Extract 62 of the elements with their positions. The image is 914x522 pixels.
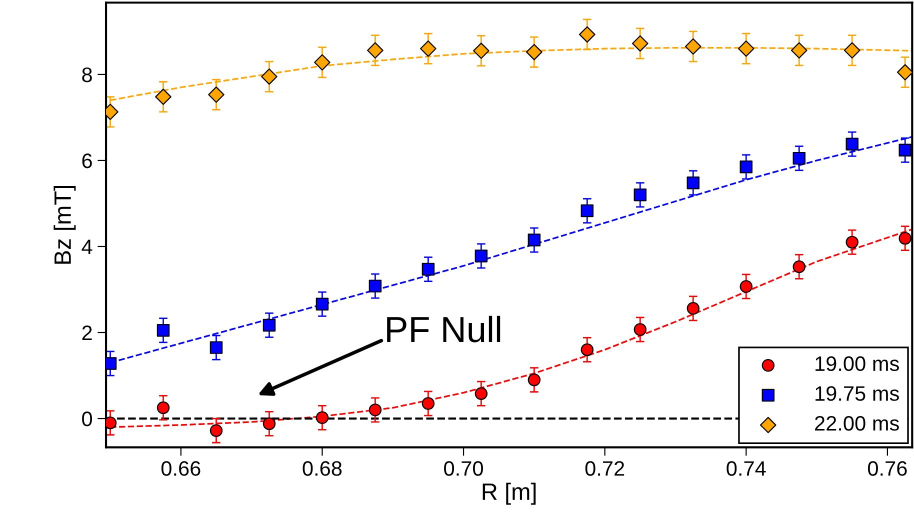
point (422, 397, 435, 410)
point (898, 232, 912, 245)
point (632, 35, 648, 52)
point (156, 401, 170, 414)
y-axis-title: Bz [mT] (54, 186, 76, 264)
point (740, 160, 753, 174)
point (155, 88, 172, 105)
x-tick-label: 0.70 (444, 461, 483, 476)
point (792, 152, 806, 165)
point (528, 234, 541, 246)
point (474, 387, 488, 400)
point (262, 417, 276, 430)
x-tick-label: 0.76 (868, 461, 907, 476)
legend-label: 19.75 ms (816, 386, 899, 401)
point (316, 411, 329, 424)
point (686, 176, 700, 190)
point (422, 262, 435, 276)
point (367, 42, 384, 59)
point (368, 280, 382, 292)
y-tick-label: 4 (82, 240, 92, 254)
point (792, 260, 806, 274)
point (261, 68, 278, 85)
point (740, 280, 753, 293)
point (844, 42, 860, 59)
point (526, 44, 542, 60)
point (846, 138, 858, 150)
point (262, 318, 276, 332)
point (528, 373, 541, 386)
x-tick-label: 0.68 (302, 461, 342, 476)
point (634, 188, 647, 202)
point (314, 54, 330, 71)
y-tick-label: 0 (82, 412, 92, 426)
point (474, 250, 488, 262)
point (896, 64, 912, 80)
point (738, 40, 754, 57)
y-tick-label: 2 (82, 326, 92, 340)
point (634, 323, 647, 336)
point (684, 38, 702, 55)
point (208, 86, 224, 103)
x-tick-label: 0.74 (726, 461, 766, 476)
point (898, 144, 912, 157)
x-tick-label: 0.72 (585, 461, 624, 476)
y-tick-label: 6 (82, 153, 92, 168)
point (580, 204, 594, 218)
point (686, 302, 700, 315)
x-axis-title: R [m] (482, 482, 536, 505)
point (316, 298, 329, 310)
y-tick-label: 8 (82, 67, 92, 82)
point (580, 343, 594, 356)
point (846, 236, 858, 249)
annotation: PF Null (387, 316, 500, 342)
point (210, 424, 223, 437)
point (790, 42, 808, 59)
point (368, 404, 382, 416)
point (156, 324, 170, 337)
point (420, 40, 436, 57)
legend-label: 22.00 ms (815, 416, 899, 431)
point (579, 26, 596, 43)
point (210, 341, 223, 354)
point (473, 42, 490, 59)
x-tick-label: 0.66 (161, 461, 200, 476)
legend-label: 19.00 ms (816, 356, 899, 372)
